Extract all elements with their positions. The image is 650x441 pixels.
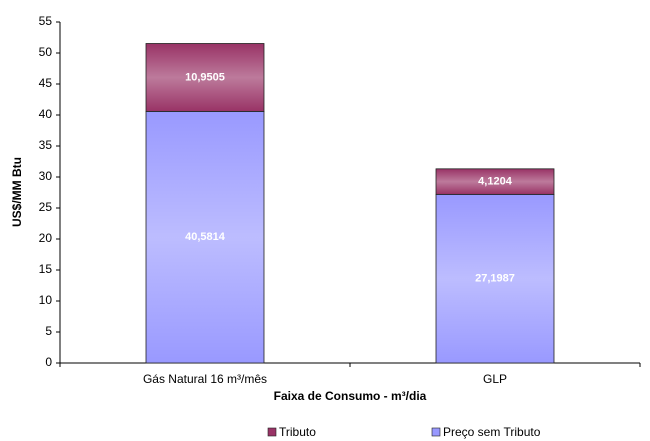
legend-label: Preço sem Tributo <box>443 425 541 439</box>
bar-outline <box>145 43 265 112</box>
legend-swatch <box>431 427 441 437</box>
y-tick-label: 45 <box>39 76 53 90</box>
legend-swatch <box>267 427 277 437</box>
y-tick-label: 25 <box>39 200 53 214</box>
y-tick-label: 35 <box>39 138 53 152</box>
x-axis-title: Faixa de Consumo - m³/dia <box>274 389 427 403</box>
y-tick-label: 0 <box>45 355 52 369</box>
y-tick-label: 15 <box>39 262 53 276</box>
y-tick-label: 55 <box>39 14 53 28</box>
y-tick-label: 20 <box>39 231 53 245</box>
y-tick-label: 50 <box>39 45 53 59</box>
x-tick-label: Gás Natural 16 m³/mês <box>143 372 267 386</box>
y-axis-title: US$/MM Btu <box>10 157 24 227</box>
bar-outline <box>435 168 555 195</box>
value-label: 40,5814 <box>185 231 226 243</box>
y-tick-label: 10 <box>39 293 53 307</box>
x-tick-label: GLP <box>483 372 507 386</box>
y-tick-label: 30 <box>39 169 53 183</box>
value-label: 27,1987 <box>475 273 515 285</box>
y-tick-label: 5 <box>45 324 52 338</box>
legend-label: Tributo <box>279 425 316 439</box>
y-tick-label: 40 <box>39 107 53 121</box>
value-label: 10,9505 <box>185 71 225 83</box>
value-label: 4,1204 <box>478 176 513 188</box>
